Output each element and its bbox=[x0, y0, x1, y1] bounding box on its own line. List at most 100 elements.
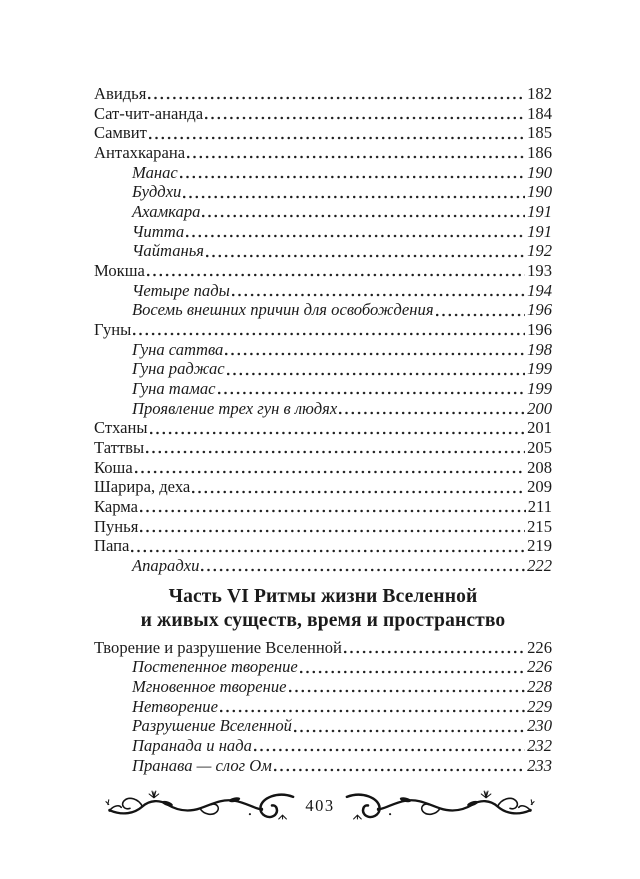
toc-entry: Апарадхи 222 bbox=[94, 556, 552, 576]
dot-leader bbox=[343, 649, 526, 654]
toc-entry-page: 191 bbox=[527, 221, 552, 241]
toc-entry: Авидья 182 bbox=[94, 84, 552, 104]
toc-entry-page: 199 bbox=[527, 359, 552, 379]
dot-leader bbox=[140, 509, 526, 514]
toc-entry-page: 190 bbox=[527, 162, 552, 182]
toc-entry-page: 215 bbox=[527, 516, 552, 536]
toc-entry: Читта 191 bbox=[94, 222, 552, 242]
folio-page-number: 403 bbox=[305, 795, 335, 815]
toc-entry-label: Сат-чит-ананда bbox=[94, 103, 204, 123]
toc-entry-label: Мгновенное творение bbox=[132, 677, 287, 697]
toc-entry-page: 200 bbox=[527, 398, 552, 418]
dot-leader bbox=[226, 371, 526, 376]
toc-entry: Пунья 215 bbox=[94, 517, 552, 537]
toc-entry: Постепенное творение 226 bbox=[94, 657, 552, 677]
toc-entry-label: Папа bbox=[94, 536, 130, 556]
toc-entry-label: Читта bbox=[132, 221, 185, 241]
toc-entry-label: Чайтанья bbox=[132, 241, 205, 261]
toc-entry: Гуна тамас 199 bbox=[94, 379, 552, 399]
part-heading-line: и живых существ, время и пространство bbox=[140, 610, 506, 632]
dot-leader bbox=[273, 768, 526, 772]
toc-entry: Сат-чит-ананда 184 bbox=[94, 104, 552, 124]
toc-entry: Антахкарана 186 bbox=[94, 143, 552, 163]
toc-entry-page: 233 bbox=[527, 755, 552, 775]
dot-leader bbox=[206, 253, 526, 258]
part-heading: Часть VI Ритмы жизни Вселенной и живых су… bbox=[94, 576, 552, 638]
toc-entry-page: 191 bbox=[527, 202, 552, 222]
toc-entry-label: Ахамкара bbox=[132, 202, 201, 222]
toc-entry-label: Буддхи bbox=[132, 182, 182, 202]
toc-entry: Чайтанья 192 bbox=[94, 241, 552, 261]
toc-entry-label: Паранада и нада bbox=[132, 736, 252, 756]
toc-entry: Мокша 193 bbox=[94, 261, 552, 281]
toc-entry-page: 201 bbox=[527, 418, 552, 438]
toc-entry-label: Гуна тамас bbox=[132, 379, 216, 399]
toc-entry-label: Гуна раджас bbox=[132, 359, 225, 379]
toc-entry-label: Авидья bbox=[94, 84, 147, 103]
toc-entry-label: Постепенное творение bbox=[132, 657, 298, 677]
dot-leader bbox=[253, 748, 526, 753]
toc-entry: Проявление трех гун в людях 200 bbox=[94, 399, 552, 419]
toc-entry: Гуна раджас 199 bbox=[94, 359, 552, 379]
toc-entry-page: 232 bbox=[527, 736, 552, 756]
table-of-contents: Авидья 182 Сат-чит-ананда 184 Самвит 185 Антах… bbox=[94, 84, 552, 776]
toc-entry: Творение и разрушение Вселенной 226 bbox=[94, 638, 552, 658]
toc-entry-label: Апарадхи bbox=[132, 556, 200, 576]
toc-entry-label: Самвит bbox=[94, 123, 147, 143]
toc-entry-label: Антахкарана bbox=[94, 143, 186, 163]
toc-entry-label: Нетворение bbox=[132, 696, 218, 716]
dot-leader bbox=[148, 135, 526, 140]
toc-entry-label: Гуны bbox=[94, 320, 132, 340]
toc-entry-label: Проявление трех гун в людях bbox=[132, 398, 338, 418]
dot-leader bbox=[134, 469, 526, 474]
part-heading-line: Часть VI Ритмы жизни Вселенной bbox=[168, 585, 478, 607]
dot-leader bbox=[148, 96, 526, 101]
dot-leader bbox=[231, 292, 526, 297]
toc-entry-page: 196 bbox=[527, 300, 552, 320]
dot-leader bbox=[288, 689, 526, 694]
toc-entry-page: 199 bbox=[527, 379, 552, 399]
toc-entry-label: Таттвы bbox=[94, 438, 145, 458]
toc-entry-page: 196 bbox=[527, 320, 552, 340]
toc-entry: Пранава — слог Ом 233 bbox=[94, 756, 552, 776]
dot-leader bbox=[146, 273, 526, 278]
toc-entry-label: Шарира, деха bbox=[94, 477, 191, 497]
toc-entry-label: Четыре пады bbox=[132, 280, 230, 300]
toc-entry: Самвит 185 bbox=[94, 123, 552, 143]
toc-entry-label: Манас bbox=[132, 162, 178, 182]
toc-entry: Паранада и нада 232 bbox=[94, 736, 552, 756]
toc-entry-label: Творение и разрушение Вселенной bbox=[94, 637, 342, 657]
dot-leader bbox=[293, 728, 526, 733]
toc-entry: Разрушение Вселенной 230 bbox=[94, 716, 552, 736]
dot-leader bbox=[179, 174, 526, 179]
toc-entry-label: Стханы bbox=[94, 418, 148, 438]
toc-entry-page: 209 bbox=[527, 477, 552, 497]
dot-leader bbox=[435, 312, 526, 317]
floral-flourish-left-icon bbox=[105, 790, 295, 820]
toc-entry: Шарира, деха 209 bbox=[94, 477, 552, 497]
dot-leader bbox=[146, 450, 526, 455]
toc-entry-label: Коша bbox=[94, 457, 133, 477]
toc-entry-label: Пранава — слог Ом bbox=[132, 755, 272, 775]
toc-entry-page: 226 bbox=[527, 657, 552, 677]
toc-entry: Коша 208 bbox=[94, 458, 552, 478]
dot-leader bbox=[192, 489, 526, 494]
toc-entry-page: 211 bbox=[527, 497, 552, 517]
dot-leader bbox=[183, 194, 526, 199]
toc-entry-page: 190 bbox=[527, 182, 552, 202]
toc-entry-page: 193 bbox=[527, 261, 552, 281]
toc-entry-page: 194 bbox=[527, 280, 552, 300]
toc-entry-page: 208 bbox=[527, 457, 552, 477]
toc-entry-page: 184 bbox=[527, 103, 552, 123]
toc-entry: Буддхи 190 bbox=[94, 182, 552, 202]
toc-entry: Папа 219 bbox=[94, 536, 552, 556]
dot-leader bbox=[225, 351, 526, 356]
toc-entry-label: Карма bbox=[94, 497, 139, 517]
page-footer: 403 bbox=[0, 790, 640, 821]
toc-entry: Мгновенное творение 228 bbox=[94, 677, 552, 697]
dot-leader bbox=[202, 214, 526, 219]
toc-entry-page: 219 bbox=[527, 536, 552, 556]
toc-entry-page: 186 bbox=[527, 143, 552, 163]
toc-entry: Гуна саттва 198 bbox=[94, 340, 552, 360]
toc-entry-page: 226 bbox=[527, 637, 552, 657]
